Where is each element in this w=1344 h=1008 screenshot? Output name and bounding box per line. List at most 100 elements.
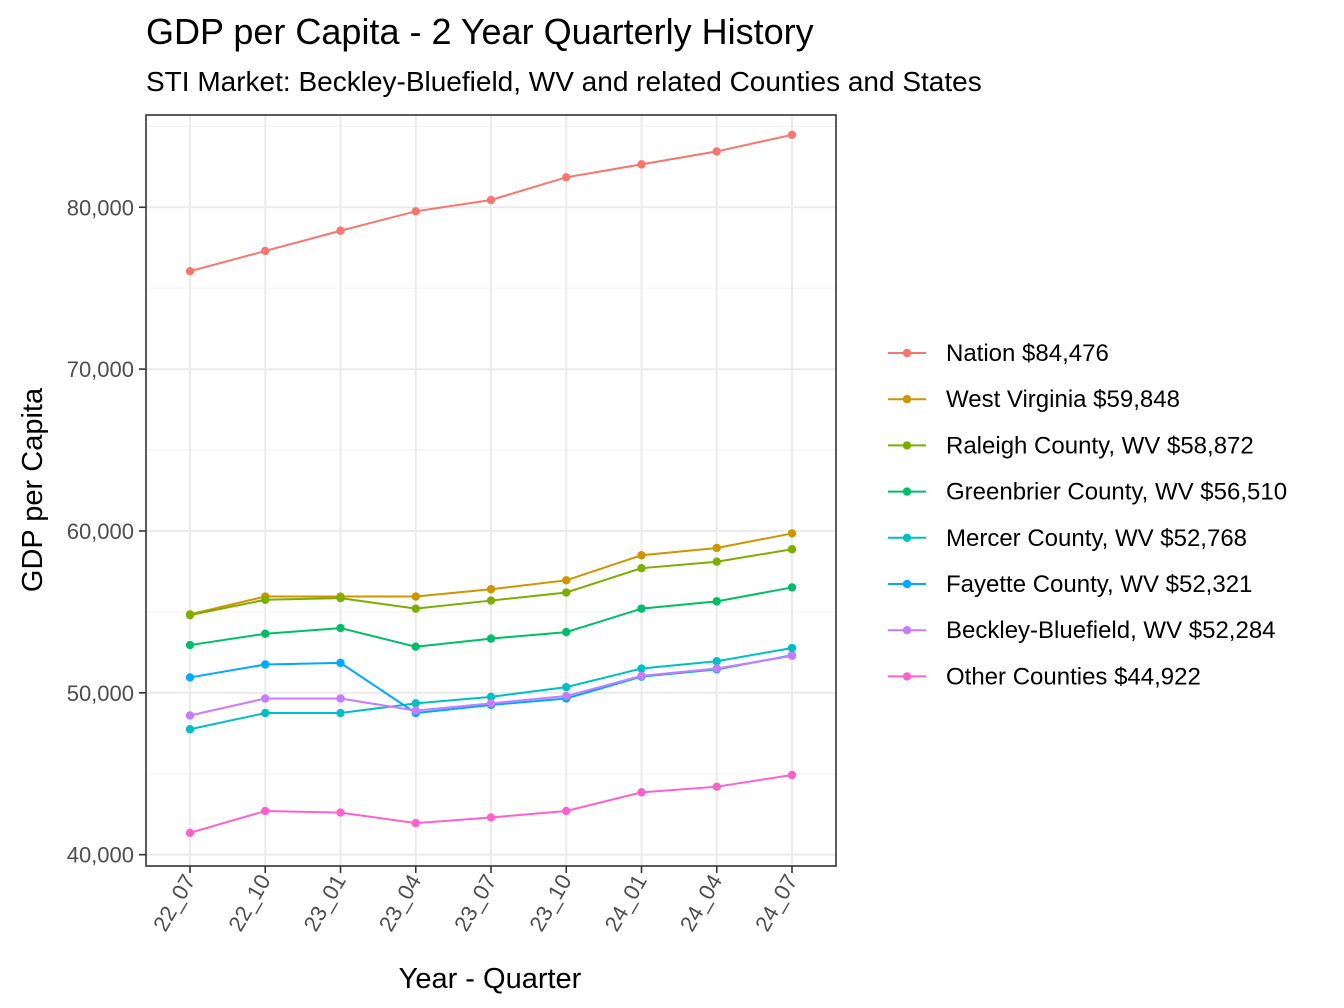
- data-point: [637, 664, 646, 673]
- data-point: [637, 671, 646, 681]
- series-points: [185, 130, 797, 838]
- data-point: [787, 770, 797, 780]
- data-point: [486, 585, 496, 594]
- data-point: [637, 788, 646, 797]
- legend-label: Beckley-Bluefield, WV $52,284: [946, 617, 1276, 644]
- data-point: [261, 806, 270, 816]
- data-point: [261, 708, 270, 718]
- data-point: [185, 266, 195, 276]
- data-point: [486, 596, 496, 605]
- legend-key-point: [902, 348, 912, 358]
- legend-label: Other Counties $44,922: [946, 663, 1201, 690]
- data-point: [486, 813, 496, 822]
- data-point: [261, 660, 270, 669]
- data-point: [336, 694, 345, 703]
- x-tick-label: 22_07: [148, 870, 200, 935]
- data-point: [336, 623, 345, 633]
- data-point: [637, 604, 646, 613]
- y-tick-label: 60,000: [67, 519, 134, 544]
- data-point: [712, 597, 721, 606]
- data-point: [185, 610, 195, 620]
- data-point: [562, 627, 571, 637]
- x-axis: 22_07 22_10 23_01 23_04 23_07 23_10 24_01 24_04…: [148, 866, 802, 935]
- data-point: [787, 130, 797, 140]
- legend: Nation $84,476 West Virginia $59,848 Ralei…: [888, 340, 1287, 690]
- x-tick-label: 23_01: [299, 870, 351, 935]
- y-tick-label: 40,000: [67, 843, 134, 868]
- data-point: [411, 818, 420, 828]
- data-point: [787, 651, 797, 661]
- data-point: [411, 207, 420, 216]
- y-axis: 40,000 50,000 60,000 70,000 80,000: [67, 195, 146, 868]
- legend-key-point: [902, 626, 912, 635]
- legend-item: Beckley-Bluefield, WV $52,284: [888, 617, 1276, 644]
- legend-label: Raleigh County, WV $58,872: [946, 432, 1254, 459]
- y-tick-label: 80,000: [67, 195, 134, 220]
- data-point: [637, 563, 646, 573]
- data-point: [712, 657, 721, 666]
- data-point: [787, 545, 797, 554]
- data-point: [562, 806, 571, 816]
- data-point: [637, 551, 646, 560]
- data-point: [562, 682, 571, 692]
- data-point: [486, 634, 496, 643]
- data-point: [712, 664, 721, 673]
- data-point: [562, 588, 571, 597]
- data-point: [336, 593, 345, 603]
- data-point: [562, 576, 571, 585]
- data-point: [712, 147, 721, 156]
- data-point: [486, 195, 496, 205]
- data-point: [336, 658, 345, 668]
- data-point: [486, 699, 496, 708]
- data-point: [261, 595, 270, 604]
- legend-item: Other Counties $44,922: [888, 663, 1201, 690]
- x-tick-label: 24_04: [675, 870, 727, 935]
- x-tick-label: 23_07: [449, 870, 501, 935]
- data-point: [185, 673, 195, 682]
- data-point: [411, 604, 420, 613]
- data-point: [486, 692, 496, 702]
- data-point: [336, 708, 345, 718]
- legend-key-point: [902, 395, 912, 404]
- legend-label: Mercer County, WV $52,768: [946, 525, 1247, 552]
- data-point: [261, 246, 270, 256]
- legend-item: West Virginia $59,848: [888, 386, 1180, 413]
- data-point: [637, 160, 646, 169]
- chart-title: GDP per Capita - 2 Year Quarterly Histor…: [146, 11, 814, 52]
- legend-key-point: [902, 487, 912, 496]
- data-point: [787, 583, 797, 592]
- legend-key-point: [902, 579, 912, 589]
- data-point: [185, 725, 195, 734]
- legend-label: Fayette County, WV $52,321: [946, 571, 1252, 598]
- data-point: [261, 694, 270, 703]
- data-point: [336, 808, 345, 817]
- data-point: [336, 226, 345, 235]
- legend-item: Nation $84,476: [888, 340, 1109, 367]
- data-point: [411, 642, 420, 651]
- data-point: [185, 711, 195, 720]
- data-point: [411, 699, 420, 708]
- major-gridlines: [146, 115, 836, 866]
- x-tick-label: 24_07: [750, 870, 802, 935]
- legend-key-point: [902, 672, 912, 681]
- data-point: [261, 629, 270, 638]
- y-tick-label: 50,000: [67, 681, 134, 706]
- y-tick-label: 70,000: [67, 357, 134, 382]
- data-point: [712, 782, 721, 791]
- data-point: [185, 640, 195, 650]
- y-axis-title: GDP per Capita: [17, 387, 49, 592]
- legend-item: Raleigh County, WV $58,872: [888, 432, 1254, 459]
- legend-label: Nation $84,476: [946, 340, 1109, 367]
- legend-label: West Virginia $59,848: [946, 386, 1180, 413]
- x-tick-label: 23_04: [374, 870, 426, 935]
- data-point: [185, 828, 195, 838]
- legend-key-point: [902, 533, 912, 542]
- data-point: [712, 557, 721, 566]
- legend-item: Fayette County, WV $52,321: [888, 571, 1252, 598]
- x-tick-label: 24_01: [600, 870, 652, 935]
- legend-item: Mercer County, WV $52,768: [888, 525, 1247, 552]
- x-tick-label: 22_10: [223, 870, 275, 935]
- chart-subtitle: STI Market: Beckley-Bluefield, WV and re…: [146, 66, 982, 97]
- legend-label: Greenbrier County, WV $56,510: [946, 479, 1287, 506]
